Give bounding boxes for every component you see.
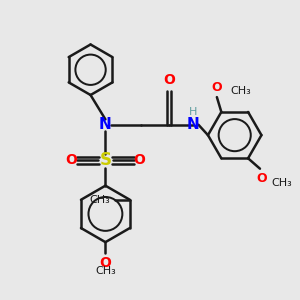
Text: O: O — [65, 153, 77, 167]
Text: O: O — [134, 153, 146, 167]
Text: N: N — [187, 117, 200, 132]
Text: CH₃: CH₃ — [230, 86, 251, 96]
Text: N: N — [99, 117, 112, 132]
Text: CH₃: CH₃ — [90, 195, 111, 205]
Text: CH₃: CH₃ — [95, 266, 116, 276]
Text: O: O — [212, 81, 222, 94]
Text: O: O — [164, 73, 175, 87]
Text: O: O — [100, 256, 111, 269]
Text: S: S — [99, 152, 111, 169]
Text: O: O — [256, 172, 267, 185]
Text: H: H — [189, 107, 197, 117]
Text: CH₃: CH₃ — [272, 178, 292, 188]
